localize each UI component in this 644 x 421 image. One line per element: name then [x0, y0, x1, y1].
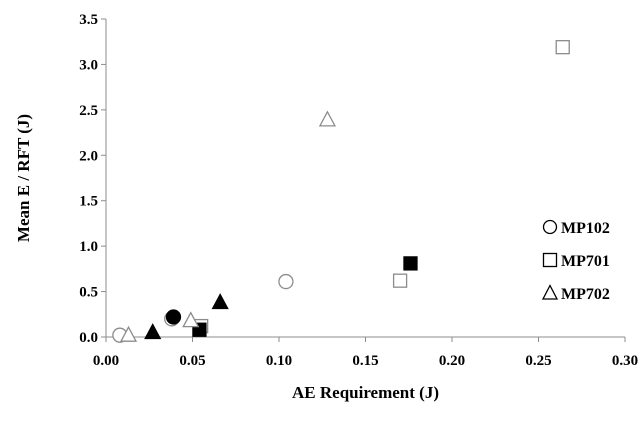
y-tick-label: 3.5 [79, 12, 98, 28]
circle-marker-icon [542, 219, 558, 235]
data-point-triangle-open [318, 110, 337, 127]
data-point-square-open [392, 273, 408, 288]
y-tick-label: 3.0 [79, 57, 98, 73]
data-point-triangle-filled [211, 293, 229, 310]
y-axis-ticks: 0.0 0.5 1.0 1.5 2.0 2.5 3.0 3.5 [79, 12, 106, 346]
x-tick-label: 0.20 [439, 353, 465, 369]
x-axis-title: AE Requirement (J) [292, 383, 439, 402]
data-point-triangle-filled [144, 323, 162, 340]
triangle-marker-icon [541, 284, 559, 300]
legend-item-mp102: MP102 [542, 219, 610, 237]
legend-item-mp702: MP702 [541, 284, 610, 303]
data-point-triangle-open [119, 325, 138, 342]
legend-item-mp701: MP701 [542, 252, 610, 270]
data-point-triangle-open [182, 311, 200, 328]
y-tick-label: 0.0 [79, 330, 98, 346]
data-point-square-filled [403, 256, 418, 271]
x-tick-label: 0.15 [352, 353, 378, 369]
x-tick-label: 0.30 [612, 353, 638, 369]
data-point-square-open [555, 40, 570, 55]
y-tick-label: 0.5 [79, 285, 98, 301]
legend-label: MP701 [561, 253, 610, 270]
x-tick-label: 0.25 [525, 353, 551, 369]
x-tick-label: 0.00 [93, 353, 119, 369]
legend: MP102 MP701 MP702 [541, 219, 610, 303]
legend-label: MP702 [561, 286, 610, 303]
x-tick-label: 0.10 [266, 353, 292, 369]
y-tick-label: 1.5 [79, 194, 98, 210]
data-points [112, 40, 570, 343]
y-axis-title: Mean E / RFT (J) [14, 114, 33, 242]
data-point-circle-filled [165, 309, 182, 325]
legend-label: MP102 [561, 220, 610, 237]
y-tick-label: 2.5 [79, 103, 98, 119]
y-tick-label: 2.0 [79, 148, 98, 164]
square-marker-icon [542, 252, 558, 268]
data-point-circle-open [278, 273, 294, 290]
x-tick-label: 0.05 [179, 353, 205, 369]
y-tick-label: 1.0 [79, 239, 98, 255]
x-axis-ticks: 0.00 0.05 0.10 0.15 0.20 0.25 0.30 [93, 337, 638, 369]
